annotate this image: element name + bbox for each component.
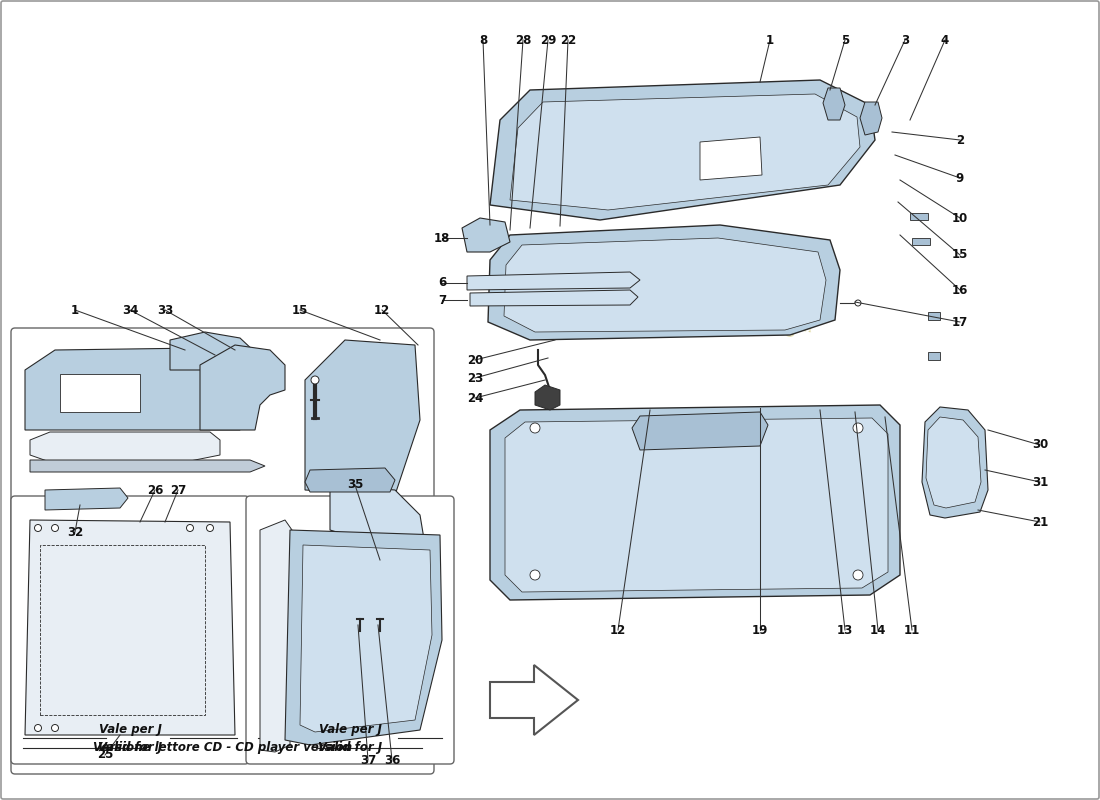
Text: 12: 12 (609, 623, 626, 637)
Circle shape (52, 525, 58, 531)
FancyBboxPatch shape (11, 328, 434, 774)
Text: 36: 36 (384, 754, 400, 766)
Bar (912, 238, 930, 245)
Text: 30: 30 (1032, 438, 1048, 451)
Text: 1: 1 (70, 303, 79, 317)
Circle shape (852, 570, 864, 580)
Text: 9: 9 (956, 171, 964, 185)
Text: 10: 10 (952, 211, 968, 225)
Text: Vale per J
Valid for J: Vale per J Valid for J (98, 722, 162, 754)
Polygon shape (488, 225, 840, 340)
Text: 25: 25 (97, 749, 113, 762)
Text: 7: 7 (438, 294, 447, 306)
Text: 2: 2 (956, 134, 964, 146)
Text: 15: 15 (952, 249, 968, 262)
Text: 23: 23 (466, 371, 483, 385)
Circle shape (852, 423, 864, 433)
Text: 35: 35 (346, 478, 363, 491)
Circle shape (530, 423, 540, 433)
Text: 5: 5 (840, 34, 849, 46)
Polygon shape (45, 488, 128, 510)
Polygon shape (470, 290, 638, 306)
Text: a passion for parts™: a passion for parts™ (626, 294, 814, 346)
Text: 12: 12 (374, 303, 390, 317)
Polygon shape (700, 137, 762, 180)
Polygon shape (632, 412, 768, 450)
Polygon shape (510, 94, 860, 210)
Text: 15: 15 (292, 303, 308, 317)
Circle shape (855, 300, 861, 306)
Text: 13: 13 (837, 623, 854, 637)
Text: 17: 17 (952, 315, 968, 329)
Text: 37: 37 (360, 754, 376, 766)
Circle shape (34, 725, 42, 731)
Circle shape (530, 570, 540, 580)
Text: 19: 19 (751, 623, 768, 637)
Polygon shape (25, 520, 235, 735)
Text: 29: 29 (540, 34, 557, 46)
FancyBboxPatch shape (11, 496, 249, 764)
Polygon shape (260, 520, 292, 752)
Polygon shape (200, 345, 285, 430)
Polygon shape (922, 407, 988, 518)
Polygon shape (468, 272, 640, 290)
Polygon shape (490, 665, 578, 735)
Text: 27: 27 (169, 483, 186, 497)
Polygon shape (462, 218, 510, 252)
Bar (40, 545, 205, 715)
Circle shape (207, 525, 213, 531)
Text: 21: 21 (1032, 515, 1048, 529)
Polygon shape (25, 348, 260, 430)
Circle shape (52, 725, 58, 731)
Text: 32: 32 (67, 526, 84, 538)
Text: 6: 6 (438, 277, 447, 290)
Bar (60, 374, 140, 412)
Polygon shape (305, 468, 395, 492)
Text: 8: 8 (478, 34, 487, 46)
Polygon shape (330, 485, 425, 550)
Polygon shape (300, 545, 432, 732)
Polygon shape (30, 460, 265, 472)
Bar (910, 213, 928, 220)
Polygon shape (505, 418, 888, 592)
Text: 14: 14 (870, 623, 887, 637)
Bar (928, 312, 940, 320)
Polygon shape (535, 385, 560, 410)
Text: 31: 31 (1032, 475, 1048, 489)
Text: 4: 4 (940, 34, 949, 46)
Text: 26: 26 (146, 483, 163, 497)
Polygon shape (490, 80, 874, 220)
Bar (928, 352, 940, 360)
Text: 1: 1 (766, 34, 774, 46)
Text: 22: 22 (560, 34, 576, 46)
Polygon shape (170, 332, 255, 370)
Text: 34: 34 (122, 303, 139, 317)
Text: 33: 33 (157, 303, 173, 317)
Circle shape (187, 525, 194, 531)
Polygon shape (823, 88, 845, 120)
Text: 16: 16 (952, 283, 968, 297)
Text: 28: 28 (515, 34, 531, 46)
Text: 18: 18 (433, 231, 450, 245)
Circle shape (34, 525, 42, 531)
Polygon shape (30, 432, 220, 462)
Text: Vale per J
Valid for J: Vale per J Valid for J (318, 722, 382, 754)
Polygon shape (504, 238, 826, 332)
FancyBboxPatch shape (246, 496, 454, 764)
Text: 11: 11 (904, 623, 920, 637)
Text: 20: 20 (466, 354, 483, 366)
Polygon shape (860, 102, 882, 135)
Polygon shape (490, 405, 900, 600)
Polygon shape (285, 530, 442, 745)
Text: Versione lettore CD - CD player version: Versione lettore CD - CD player version (92, 742, 352, 754)
Polygon shape (305, 340, 420, 495)
Text: 3: 3 (901, 34, 909, 46)
Circle shape (311, 376, 319, 384)
Text: 24: 24 (466, 391, 483, 405)
Polygon shape (926, 417, 981, 508)
